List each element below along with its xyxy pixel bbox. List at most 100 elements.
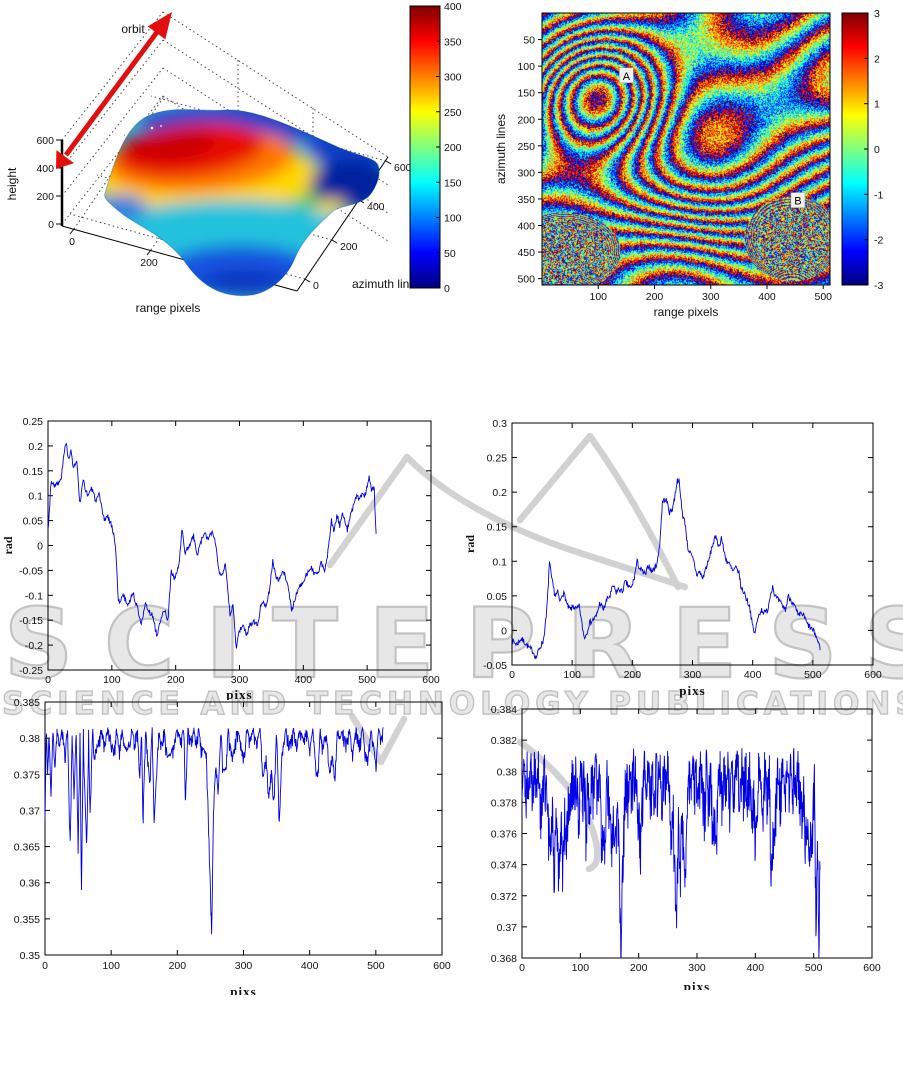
- line-chart: 0 100 200 300 400 500 6000.250.20.150.10.050-0…: [1, 416, 440, 700]
- interferogram-canvas: [542, 13, 830, 285]
- colorbar-tick-label: 2: [874, 53, 880, 65]
- y-tick-label: 0.38: [497, 766, 518, 778]
- y-tick-label: 150: [517, 88, 535, 100]
- y-tick-label: -0.05: [19, 565, 43, 577]
- x-axis-label: pixs: [679, 683, 705, 698]
- x-tick-label: 100: [589, 291, 607, 303]
- y-tick-label: 600: [394, 162, 412, 174]
- y-tick-label: 250: [517, 141, 535, 153]
- colorbar-tick-label: 1: [874, 99, 880, 111]
- y-tick-label: 0.36: [20, 878, 41, 890]
- colorbar-tick-label: 150: [444, 177, 462, 189]
- y-tick-label: 0: [313, 280, 319, 292]
- annotation-box-B: [790, 192, 806, 208]
- specular-dot: [150, 126, 154, 130]
- x-tick-label: 200: [167, 674, 185, 686]
- y-tick-label: 0.374: [491, 860, 517, 872]
- orbit-arrowhead-bottom: [56, 150, 74, 169]
- y-tick-label: 0.376: [491, 829, 517, 841]
- annotation-box-A: [619, 67, 634, 83]
- surface-gradient-blobs: [104, 109, 380, 296]
- x-tick: [146, 249, 152, 256]
- y-tick-label: 0.2: [28, 441, 43, 453]
- y-tick-label: 0.365: [14, 842, 40, 854]
- y-tick-label: 0.25: [23, 416, 44, 428]
- line-chart: 0 100 200 300 400 500 600 0.3 0.25 0.2 0.15 0.1 0.05…: [463, 418, 882, 698]
- colorbar-tick-label: 0: [874, 144, 880, 156]
- x-tick-label: 600: [433, 960, 451, 972]
- x-tick-label: 100: [572, 962, 590, 974]
- terrain-blob: [104, 194, 147, 222]
- x-tick-label: 100: [102, 960, 120, 972]
- y-tick-label: 0.1: [492, 556, 507, 568]
- x-tick-label: 500: [804, 669, 822, 681]
- colorbar-tick-label: -2: [874, 235, 883, 247]
- x-tick-label: 300: [702, 291, 720, 303]
- y-tick-label: 50: [523, 35, 535, 47]
- x-axis-label: pixs: [230, 984, 256, 995]
- colorbar-tick-label: 3: [874, 8, 880, 20]
- y-tick-label: 0: [37, 541, 43, 553]
- x-tick-label: 600: [863, 962, 881, 974]
- colorbar-tick-label: -3: [874, 280, 883, 292]
- x-tick-label: 300: [688, 962, 706, 974]
- x-tick-label: 300: [235, 960, 253, 972]
- grid-line: [61, 11, 164, 141]
- interferogram-panel: 100 200 300 400 500 50 100 150 200 250 300 350 400 45…: [490, 0, 903, 335]
- x-tick-label: 500: [358, 674, 376, 686]
- colorbar: [841, 12, 869, 286]
- y-tick-label: 0.15: [487, 522, 508, 534]
- x-tick: [69, 228, 75, 235]
- y-tick-label: 450: [517, 247, 535, 259]
- terrain-blob: [110, 200, 350, 256]
- z-tick-label: 400: [36, 163, 54, 175]
- colorbar-tick-label: 300: [444, 72, 462, 84]
- line-chart: 0 100 200 300 400 500 600 0.385 0.38 0.375 0.37 0.3…: [14, 697, 451, 995]
- x-tick-label: 200: [646, 291, 664, 303]
- x-tick-label: 300: [684, 669, 702, 681]
- orbit-annotation: orbit: [121, 22, 145, 36]
- y-tick-label: 0.25: [487, 453, 508, 465]
- y-axis-label: rad: [1, 536, 15, 554]
- colorbar-tick-label: 250: [444, 107, 462, 119]
- z-tick-label: 200: [36, 191, 54, 203]
- y-tick-label: 0.378: [491, 797, 517, 809]
- data-line: [44, 726, 384, 935]
- y-tick-label: 0.35: [20, 950, 41, 962]
- y-tick-label: 0.3: [492, 418, 507, 430]
- phase-profile-plot-1: 0 100 200 300 400 500 600 0.25 0.2 0.15 0.1 0.05 0 -0…: [0, 400, 460, 700]
- x-axis-label: range pixels: [654, 305, 719, 319]
- y-tick-label: 200: [517, 114, 535, 126]
- grid-line: [61, 39, 164, 169]
- grid-line: [61, 67, 164, 197]
- x-tick-label: 0: [69, 236, 75, 248]
- colorbar: [409, 5, 441, 289]
- terrain-blob: [200, 270, 290, 296]
- phase-profile-plot-2: 0 100 200 300 400 500 600 0.3 0.25 0.2 0.15 0.1 0.05…: [460, 400, 903, 700]
- specular-dot: [160, 125, 162, 127]
- axes-box: [541, 12, 831, 286]
- x-tick-label: 500: [367, 960, 385, 972]
- colorbar-tick-label: 400: [444, 1, 462, 13]
- y-tick-label: 0.375: [14, 769, 40, 781]
- y-tick-label: 100: [517, 61, 535, 73]
- y-tick-label: 0.37: [497, 922, 518, 934]
- annotation-label-B: B: [794, 196, 801, 208]
- x-tick-label: 200: [630, 962, 648, 974]
- axes-box: [511, 422, 874, 666]
- y-tick-label: -0.2: [25, 640, 43, 652]
- x-tick-label: 400: [295, 674, 313, 686]
- data-line: [511, 478, 821, 660]
- heatmap-axes: 100 200 300 400 500 50 100 150 200 250 300 350 400 45…: [494, 8, 883, 319]
- y-tick-label: 0.15: [23, 466, 44, 478]
- y-tick-label: 0.372: [491, 891, 517, 903]
- y-tick-label: 0.05: [487, 591, 508, 603]
- x-tick-label: 500: [814, 291, 832, 303]
- terrain-blob: [127, 128, 217, 162]
- colorbar-tick-label: 50: [444, 248, 456, 260]
- data-line: [521, 748, 821, 959]
- x-tick-label: 400: [758, 291, 776, 303]
- y-tick-label: 400: [367, 201, 385, 213]
- y-tick-label: 200: [340, 241, 358, 253]
